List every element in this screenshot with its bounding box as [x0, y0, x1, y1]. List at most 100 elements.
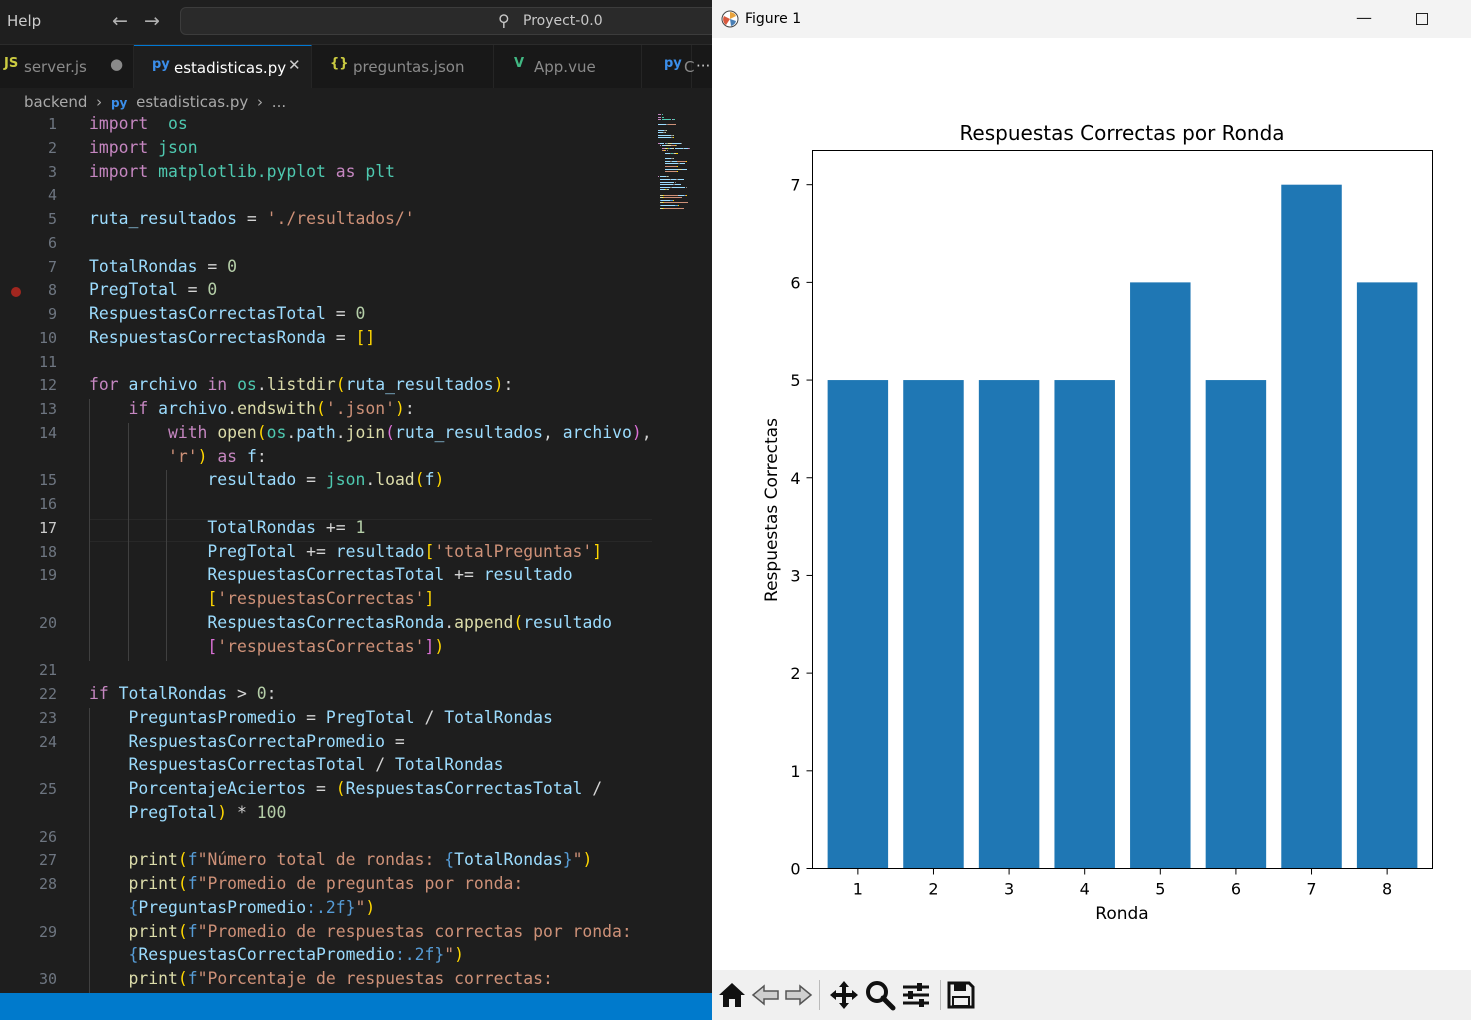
- code-token: TotalRondas: [118, 684, 228, 703]
- code-line[interactable]: RespuestasCorrectasTotal / TotalRondas: [89, 755, 503, 774]
- code-token: PorcentajeAciertos: [128, 779, 307, 798]
- home-icon[interactable]: [715, 978, 749, 1012]
- code-line[interactable]: {PreguntasPromedio:.2f}"): [89, 898, 375, 917]
- code-token: TotalRondas: [444, 708, 553, 727]
- minimize-icon[interactable]: —: [1356, 8, 1372, 27]
- code-token: PreguntasPromedio: [128, 708, 297, 727]
- code-token: join: [345, 423, 386, 442]
- code-line[interactable]: RespuestasCorrectaPromedio =: [89, 732, 404, 751]
- code-line[interactable]: resultado = json.load(f): [89, 470, 444, 489]
- breadcrumb-file[interactable]: estadisticas.py: [136, 93, 249, 111]
- toolbar-separator: [819, 980, 820, 1010]
- code-token: print: [128, 969, 178, 988]
- pan-icon[interactable]: [827, 978, 861, 1012]
- code-line[interactable]: PreguntasPromedio = PregTotal / TotalRon…: [89, 708, 553, 727]
- code-token: with: [167, 423, 208, 442]
- code-token: [119, 375, 129, 394]
- code-line[interactable]: PregTotal = 0: [89, 280, 217, 299]
- code-token: [89, 732, 128, 751]
- code-line[interactable]: RespuestasCorrectasRonda.append(resultad…: [89, 613, 612, 632]
- code-line[interactable]: ['respuestasCorrectas']): [89, 637, 444, 656]
- command-center[interactable]: ⚲ Proyect-0.0: [180, 7, 712, 35]
- vue-file-icon: V: [514, 56, 525, 71]
- zoom-icon[interactable]: [863, 978, 897, 1012]
- code-token: [207, 447, 217, 466]
- code-token: [89, 518, 207, 537]
- code-line[interactable]: print(f"Porcentaje de respuestas correct…: [89, 969, 552, 988]
- minimap[interactable]: [658, 114, 708, 214]
- minimap-stroke: [663, 194, 665, 196]
- minimap-stroke: [666, 124, 668, 126]
- code-line[interactable]: for archivo in os.listdir(ruta_resultado…: [89, 375, 513, 394]
- unsaved-dot-icon[interactable]: ●: [110, 55, 124, 73]
- code-line[interactable]: print(f"Número total de rondas: {TotalRo…: [89, 850, 592, 869]
- code-line[interactable]: import matplotlib.pyplot as plt: [89, 162, 395, 181]
- minimap-stroke: [672, 147, 675, 149]
- tab-app-vue[interactable]: V App.vue: [494, 45, 642, 88]
- code-token: [: [424, 542, 435, 561]
- code-line[interactable]: TotalRondas = 0: [89, 257, 237, 276]
- code-token: [89, 874, 128, 893]
- code-token: for: [89, 375, 119, 394]
- tab-preguntas-json[interactable]: {} preguntas.json: [312, 45, 494, 88]
- code-line[interactable]: print(f"Promedio de respuestas correctas…: [89, 922, 631, 941]
- minimap-stroke: [673, 199, 675, 201]
- indent-guide: [89, 779, 90, 803]
- back-icon[interactable]: [749, 978, 783, 1012]
- close-icon[interactable]: ✕: [288, 56, 301, 74]
- tab-server-js[interactable]: JS server.js ●: [0, 45, 134, 88]
- menu-help[interactable]: Help: [7, 12, 42, 30]
- code-line[interactable]: PregTotal += resultado['totalPreguntas']: [89, 542, 602, 561]
- code-line[interactable]: PorcentajeAciertos = (RespuestasCorrecta…: [89, 779, 602, 798]
- code-token: ruta_resultados: [395, 423, 544, 442]
- more-actions-icon[interactable]: ···: [696, 57, 711, 75]
- breadcrumb-folder[interactable]: backend: [24, 93, 88, 111]
- save-icon[interactable]: [944, 978, 978, 1012]
- code-line[interactable]: import os: [89, 114, 188, 133]
- minimap-stroke: [676, 153, 678, 154]
- matplotlib-logo-icon: [721, 10, 739, 28]
- code-line[interactable]: RespuestasCorrectasRonda = []: [89, 328, 375, 347]
- minimap-stroke: [664, 168, 678, 170]
- code-line[interactable]: ruta_resultados = './resultados/': [89, 209, 415, 228]
- forward-icon[interactable]: [781, 978, 815, 1012]
- figure-window: Figure 1 — 0 1 2 3 4 5 6 7 1 2 3 4 5 6 7 8 Respuestas …: [712, 0, 1471, 1020]
- code-line[interactable]: import json: [89, 138, 198, 157]
- code-line[interactable]: PregTotal) * 100: [89, 803, 286, 822]
- minimap-stroke: [688, 147, 690, 149]
- code-token: [148, 399, 158, 418]
- code-line[interactable]: {RespuestasCorrectaPromedio:.2f}"): [89, 945, 464, 964]
- breakpoint-icon[interactable]: [11, 287, 21, 297]
- x-tick-label: 1: [853, 880, 863, 899]
- code-token: {: [128, 945, 139, 964]
- code-line[interactable]: RespuestasCorrectasTotal = 0: [89, 304, 365, 323]
- indent-guide: [127, 470, 129, 494]
- indent-guide: [166, 494, 168, 518]
- code-line[interactable]: if archivo.endswith('.json'):: [89, 399, 414, 418]
- minimap-stroke: [669, 160, 672, 162]
- code-token: archivo: [562, 423, 632, 442]
- code-line[interactable]: if TotalRondas > 0:: [89, 684, 277, 703]
- code-line[interactable]: with open(os.path.join(ruta_resultados, …: [89, 423, 652, 442]
- bar-ronda-6: [1205, 380, 1267, 869]
- code-line[interactable]: TotalRondas += 1: [89, 518, 365, 537]
- code-line[interactable]: 'r') as f:: [89, 447, 267, 466]
- minimap-stroke: [670, 199, 673, 201]
- code-line[interactable]: RespuestasCorrectasTotal += resultado: [89, 565, 572, 584]
- code-line[interactable]: ['respuestasCorrectas']: [89, 589, 434, 608]
- tab-overflow-file[interactable]: py C: [642, 45, 694, 88]
- minimap-stroke: [658, 176, 660, 178]
- code-token: [148, 162, 158, 181]
- code-line[interactable]: print(f"Promedio de preguntas por ronda:: [89, 874, 523, 893]
- tab-estadisticas-py[interactable]: py estadisticas.py ✕: [134, 45, 312, 88]
- minimap-stroke: [666, 142, 668, 144]
- arrow-right-icon[interactable]: →: [144, 10, 160, 32]
- code-token: [89, 613, 207, 632]
- minimap-stroke: [671, 186, 673, 188]
- arrow-left-icon[interactable]: ←: [112, 10, 128, 32]
- maximize-icon[interactable]: [1416, 13, 1428, 25]
- breadcrumb-more[interactable]: ...: [271, 93, 287, 111]
- configure-subplots-icon[interactable]: [899, 978, 933, 1012]
- minimap-stroke: [673, 119, 676, 121]
- code-token: [89, 637, 207, 656]
